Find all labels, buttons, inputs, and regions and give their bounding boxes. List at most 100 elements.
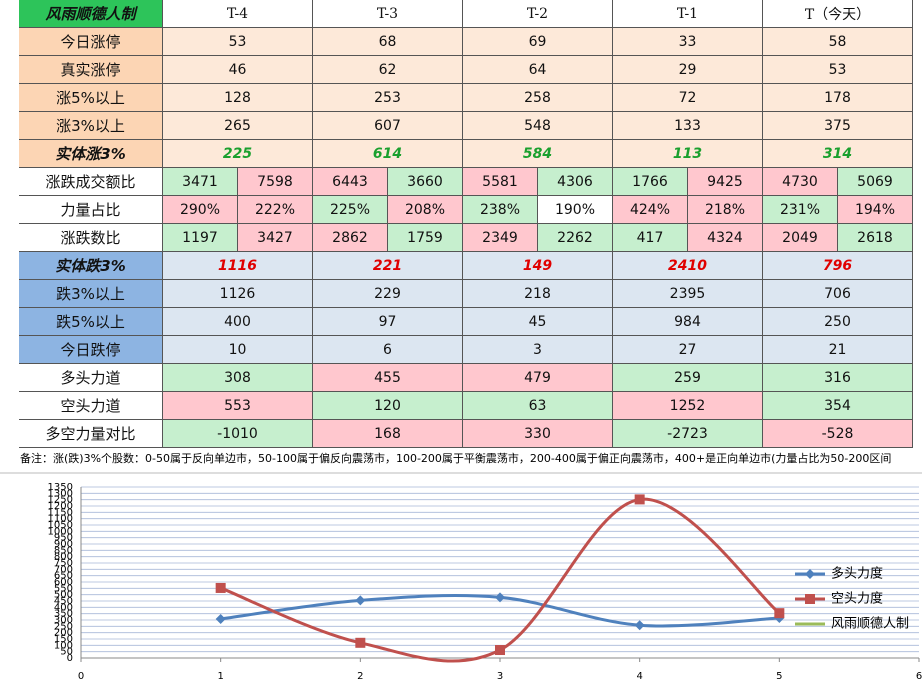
y-tick-label: 900: [54, 539, 73, 550]
cell-value: 97: [313, 308, 463, 336]
column-header: T-3: [313, 0, 463, 28]
cell-value: 58: [763, 28, 913, 56]
cell-value: 222%: [238, 196, 313, 224]
cell-value: 2349: [463, 224, 538, 252]
cell-value: 5069: [838, 168, 913, 196]
x-tick-label: 0: [78, 671, 84, 682]
cell-value: 400: [163, 308, 313, 336]
chart: 0501001502002503003504004505005506006507…: [0, 472, 922, 682]
cell-value: 250: [763, 308, 913, 336]
y-tick-label: 800: [54, 552, 73, 563]
row-label: 今日跌停: [19, 336, 163, 364]
cell-value: 1252: [613, 392, 763, 420]
y-tick-label: 200: [54, 628, 73, 639]
y-tick-label: 650: [54, 571, 73, 582]
cell-value: 2395: [613, 280, 763, 308]
y-tick-label: 1000: [48, 526, 73, 537]
cell-value: 21: [763, 336, 913, 364]
cell-value: 2618: [838, 224, 913, 252]
table: 风雨顺德人制 T-4 T-3 T-2 T-1 T（今天） 今日涨停 53 68 69 33 58 真实涨…: [19, 0, 913, 448]
marker: [355, 637, 366, 648]
cell-value: 1197: [163, 224, 238, 252]
cell-value: 225: [163, 140, 313, 168]
x-tick-label: 2: [357, 671, 363, 682]
note: 备注：涨(跌)3%个股数：0-50属于反向单边市，50-100属于偏反向震荡市，…: [20, 452, 892, 465]
cell-value: 4730: [763, 168, 838, 196]
row-label: 实体涨3%: [19, 140, 163, 168]
y-tick-label: 1150: [48, 507, 73, 518]
row-label: 涨5%以上: [19, 84, 163, 112]
x-tick-label: 4: [636, 671, 642, 682]
cell-value: 231%: [763, 196, 838, 224]
legend-label: 多头力度: [831, 566, 883, 582]
cell-value: 53: [163, 28, 313, 56]
y-tick-label: 50: [60, 647, 73, 658]
legend-label: 空头力度: [831, 591, 883, 607]
cell-value: 10: [163, 336, 313, 364]
cell-value: 308: [163, 364, 313, 392]
cell-value: 316: [763, 364, 913, 392]
row-label: 实体跌3%: [19, 252, 163, 280]
cell-value: 29: [613, 56, 763, 84]
cell-value: 455: [313, 364, 463, 392]
cell-value: 290%: [163, 196, 238, 224]
cell-value: 208%: [388, 196, 463, 224]
cell-value: 375: [763, 112, 913, 140]
cell-value: 120: [313, 392, 463, 420]
y-tick-label: 250: [54, 621, 73, 632]
cell-value: 354: [763, 392, 913, 420]
marker: [774, 608, 785, 619]
cell-value: 479: [463, 364, 613, 392]
y-tick-label: 0: [67, 653, 73, 664]
column-header: T-4: [163, 0, 313, 28]
cell-value: 72: [613, 84, 763, 112]
x-tick-label: 3: [497, 671, 503, 682]
y-tick-label: 100: [54, 640, 73, 651]
legend-marker: [805, 569, 815, 579]
cell-value: -2723: [613, 420, 763, 448]
row-label: 涨3%以上: [19, 112, 163, 140]
cell-value: 3471: [163, 168, 238, 196]
column-header: T（今天）: [763, 0, 913, 28]
row-label: 空头力道: [19, 392, 163, 420]
marker: [215, 613, 226, 624]
cell-value: 64: [463, 56, 613, 84]
cell-value: 221: [313, 252, 463, 280]
cell-value: 253: [313, 84, 463, 112]
y-tick-label: 700: [54, 564, 73, 575]
y-tick-label: 400: [54, 602, 73, 613]
y-tick-label: 850: [54, 545, 73, 556]
cell-value: 133: [613, 112, 763, 140]
cell-value: 4324: [688, 224, 763, 252]
column-header: T-1: [613, 0, 763, 28]
y-tick-label: 1050: [48, 520, 73, 531]
cell-value: 9425: [688, 168, 763, 196]
cell-value: 548: [463, 112, 613, 140]
cell-value: 1116: [163, 252, 313, 280]
series-line: [220, 497, 781, 663]
cell-value: 1126: [163, 280, 313, 308]
marker: [495, 592, 505, 603]
cell-value: 225%: [313, 196, 388, 224]
marker: [634, 494, 645, 505]
cell-value: 238%: [463, 196, 538, 224]
cell-value: -1010: [163, 420, 313, 448]
cell-value: 46: [163, 56, 313, 84]
y-tick-label: 450: [54, 596, 73, 607]
cell-value: 33: [613, 28, 763, 56]
cell-value: 113: [613, 140, 763, 168]
corner: 风雨顺德人制: [19, 0, 163, 28]
cell-value: 706: [763, 280, 913, 308]
column-header: T-2: [463, 0, 613, 28]
cell-value: 314: [763, 140, 913, 168]
row-label: 涨跌成交额比: [19, 168, 163, 196]
cell-value: 7598: [238, 168, 313, 196]
cell-value: 1759: [388, 224, 463, 252]
cell-value: 6: [313, 336, 463, 364]
y-tick-label: 1200: [48, 501, 73, 512]
cell-value: 259: [613, 364, 763, 392]
y-tick-label: 550: [54, 583, 73, 594]
legend-marker: [805, 594, 815, 604]
cell-value: 258: [463, 84, 613, 112]
